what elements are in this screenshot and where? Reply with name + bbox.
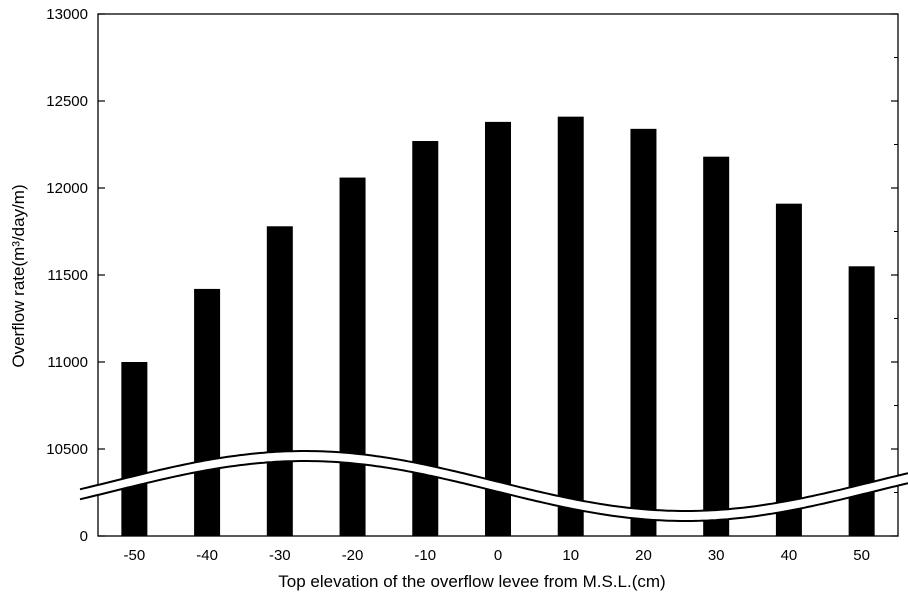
x-tick-label: -30 bbox=[269, 547, 291, 564]
y-tick-label: 12000 bbox=[46, 180, 88, 197]
bar-0 bbox=[485, 121, 511, 536]
x-tick-label: 0 bbox=[494, 547, 502, 564]
break-line-lower bbox=[79, 460, 908, 522]
bar--40 bbox=[194, 288, 221, 536]
bar-40 bbox=[775, 203, 802, 536]
bar-30 bbox=[703, 156, 730, 536]
x-tick-label: 50 bbox=[853, 547, 870, 564]
bars-group bbox=[121, 116, 875, 536]
x-tick-label: 10 bbox=[562, 547, 579, 564]
y-tick-label: 13000 bbox=[46, 6, 88, 23]
y-tick-label: 10500 bbox=[46, 441, 88, 458]
y-tick-label: 12500 bbox=[46, 93, 88, 110]
y-tick-label: 11000 bbox=[47, 354, 88, 371]
break-band bbox=[80, 451, 908, 521]
axis-break-mark bbox=[79, 450, 908, 522]
bar--30 bbox=[266, 226, 293, 536]
bar--20 bbox=[339, 177, 366, 536]
bar-10 bbox=[557, 116, 584, 536]
y-axis-title: Overflow rate(m³/day/m) bbox=[9, 184, 28, 367]
x-tick-label: -10 bbox=[414, 547, 436, 564]
x-tick-label: -50 bbox=[124, 547, 146, 564]
x-tick-label: 30 bbox=[708, 547, 725, 564]
x-tick-label: -20 bbox=[342, 547, 364, 564]
x-tick-label: 20 bbox=[635, 547, 652, 564]
y-tick-label: 11500 bbox=[47, 267, 88, 284]
x-tick-labels: -50 -40 -30 -20 -10 0 10 20 30 40 50 bbox=[124, 547, 870, 564]
ticks-group bbox=[98, 13, 898, 537]
bar-20 bbox=[630, 128, 657, 536]
y-tick-labels: 0 10500 11000 11500 12000 12500 13000 bbox=[46, 6, 88, 545]
bar--50 bbox=[121, 362, 148, 536]
x-tick-label: -40 bbox=[196, 547, 218, 564]
x-axis-title: Top elevation of the overflow levee from… bbox=[278, 572, 665, 591]
y-tick-label: 0 bbox=[80, 528, 88, 545]
break-line-upper bbox=[79, 450, 908, 512]
x-tick-label: 40 bbox=[781, 547, 798, 564]
